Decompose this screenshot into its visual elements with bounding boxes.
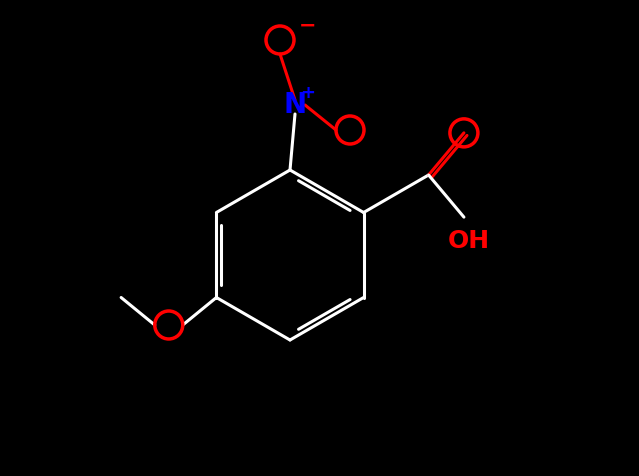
Text: +: +	[300, 84, 316, 102]
Text: −: −	[299, 16, 316, 36]
Text: N: N	[284, 91, 307, 119]
Text: OH: OH	[448, 229, 490, 253]
